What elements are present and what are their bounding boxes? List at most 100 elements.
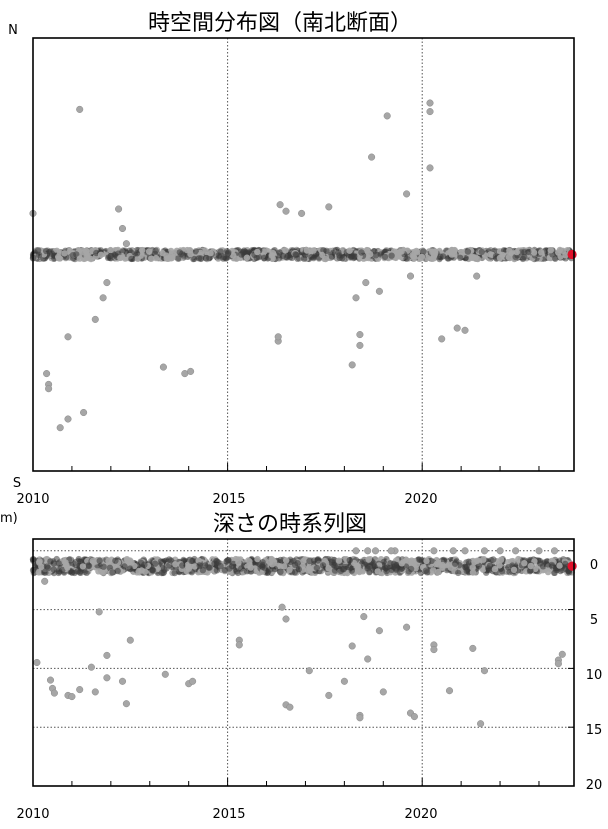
bottom-band-point bbox=[96, 557, 103, 564]
top-data-point bbox=[118, 224, 127, 233]
bottom-band-point bbox=[50, 566, 57, 573]
top-band-point bbox=[351, 253, 358, 260]
top-band-point bbox=[180, 252, 187, 259]
depth-tick-20: 20 bbox=[586, 778, 603, 793]
bottom-band-point bbox=[238, 565, 245, 572]
bottom-band-point bbox=[35, 569, 42, 576]
bottom-band-point bbox=[246, 558, 253, 565]
top-band-point bbox=[249, 247, 256, 254]
bottom-band-point bbox=[286, 566, 293, 574]
top-x-tick-2015: 2015 bbox=[212, 492, 245, 507]
bottom-data-point bbox=[461, 547, 469, 555]
top-band-point bbox=[133, 250, 141, 257]
top-band-point bbox=[410, 254, 418, 261]
top-data-point bbox=[122, 240, 130, 248]
north-label: N bbox=[8, 23, 18, 38]
bottom-band-point bbox=[149, 567, 157, 574]
bottom-band-point bbox=[225, 557, 232, 564]
top-band-point bbox=[76, 255, 84, 262]
bottom-band-point bbox=[447, 564, 454, 571]
bottom-band-point bbox=[306, 557, 313, 565]
top-data-point bbox=[45, 385, 53, 393]
bottom-data-point bbox=[348, 642, 356, 650]
top-band-point bbox=[187, 250, 194, 258]
top-band-point bbox=[395, 252, 402, 260]
top-band-point bbox=[192, 248, 199, 255]
bottom-data-point bbox=[46, 676, 55, 684]
top-band-point bbox=[328, 253, 336, 260]
top-band-point bbox=[413, 247, 420, 255]
bottom-data-point bbox=[445, 687, 454, 695]
top-band-point bbox=[323, 247, 330, 254]
bottom-band-point bbox=[439, 561, 446, 569]
bottom-band-point bbox=[213, 567, 221, 574]
bottom-data-point bbox=[375, 627, 383, 635]
bottom-band-point bbox=[206, 564, 213, 571]
top-band-point bbox=[366, 251, 374, 258]
bottom-data-point bbox=[41, 577, 49, 585]
south-label: S bbox=[13, 476, 21, 491]
top-data-point bbox=[453, 324, 461, 332]
top-band-point bbox=[293, 251, 300, 259]
top-band-point bbox=[87, 255, 95, 263]
top-band-point bbox=[457, 254, 464, 261]
top-data-point bbox=[438, 335, 446, 343]
top-data-point bbox=[64, 415, 72, 423]
bottom-band-point bbox=[314, 557, 322, 564]
top-data-point bbox=[103, 279, 111, 287]
top-data-point bbox=[56, 424, 64, 432]
bottom-band-point bbox=[138, 559, 145, 567]
bottom-data-point bbox=[364, 655, 372, 663]
bottom-band-point bbox=[423, 557, 430, 565]
top-data-point bbox=[375, 287, 383, 295]
bottom-data-point bbox=[496, 547, 504, 555]
top-band-point bbox=[418, 253, 426, 261]
top-data-point bbox=[403, 190, 411, 198]
bottom-band-point bbox=[435, 568, 442, 576]
top-band-point bbox=[487, 251, 494, 258]
bottom-band-point bbox=[556, 562, 563, 569]
bottom-data-point bbox=[278, 603, 286, 611]
bottom-band-point bbox=[79, 563, 87, 570]
top-band-point bbox=[335, 249, 342, 256]
top-data-point bbox=[383, 112, 391, 120]
top-x-tick-2020: 2020 bbox=[404, 492, 437, 507]
top-band-point bbox=[451, 246, 458, 254]
top-band-point bbox=[547, 247, 554, 254]
bottom-data-point bbox=[360, 613, 368, 621]
bottom-band-point bbox=[469, 564, 476, 571]
top-data-point bbox=[64, 333, 72, 341]
bottom-data-point bbox=[410, 713, 418, 721]
top-band-point bbox=[225, 249, 232, 256]
bottom-band-point bbox=[126, 559, 133, 566]
bottom-band-point bbox=[109, 569, 116, 576]
top-band-point bbox=[191, 255, 198, 263]
top-band-point bbox=[336, 254, 343, 262]
top-band-point bbox=[346, 247, 353, 254]
bottom-data-point bbox=[305, 667, 313, 675]
bottom-band-point bbox=[348, 567, 355, 574]
bottom-data-point bbox=[33, 658, 41, 667]
bottom-data-point bbox=[103, 674, 111, 682]
bottom-band-point bbox=[76, 558, 83, 565]
bottom-band-point bbox=[430, 567, 437, 574]
top-band-point bbox=[506, 247, 513, 254]
top-band-point bbox=[220, 255, 227, 262]
top-band-point bbox=[229, 252, 237, 259]
bottom-data-point bbox=[512, 547, 520, 555]
bottom-band-point bbox=[339, 566, 346, 573]
top-data-point bbox=[91, 315, 99, 323]
bottom-band-point bbox=[498, 568, 506, 575]
bottom-band-point bbox=[515, 555, 522, 563]
top-band-point bbox=[513, 248, 520, 256]
bottom-panel: 深さの時系列図 m) 0 5 10 15 20 2010 2015 2020 bbox=[0, 511, 602, 822]
top-band-point bbox=[152, 247, 159, 254]
bottom-band-point bbox=[465, 558, 472, 565]
top-band-point bbox=[253, 254, 260, 261]
top-band-point bbox=[207, 250, 214, 257]
bottom-data-point bbox=[76, 686, 84, 694]
top-band-point bbox=[303, 247, 311, 254]
bottom-x-tick-2020: 2020 bbox=[404, 807, 437, 822]
bottom-data-point bbox=[379, 688, 387, 696]
top-band-point bbox=[195, 255, 203, 262]
